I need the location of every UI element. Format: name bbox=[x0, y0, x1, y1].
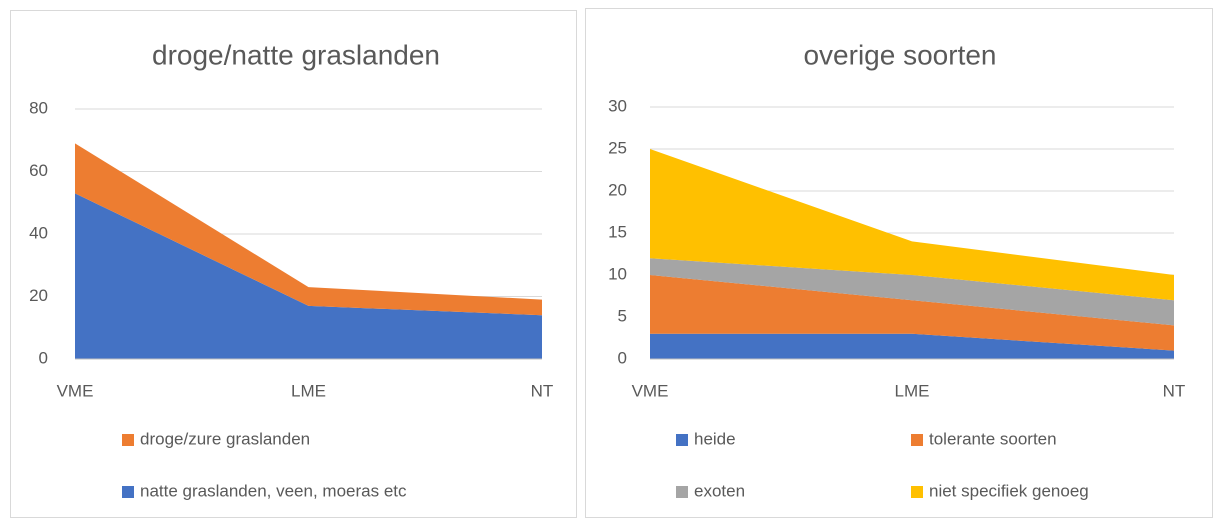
y-tick-label: 25 bbox=[608, 138, 627, 157]
legend-label: tolerante soorten bbox=[929, 429, 1057, 448]
legend-swatch bbox=[911, 486, 923, 498]
legend-swatch bbox=[122, 434, 134, 446]
legend-label: droge/zure graslanden bbox=[140, 429, 310, 448]
area bbox=[650, 275, 1174, 351]
y-tick-label: 60 bbox=[29, 161, 48, 180]
x-tick-label: LME bbox=[895, 381, 930, 400]
y-tick-label: 80 bbox=[29, 98, 48, 117]
x-tick-label: NT bbox=[531, 381, 554, 400]
legend-swatch bbox=[676, 434, 688, 446]
y-tick-label: 15 bbox=[608, 222, 627, 241]
y-tick-label: 20 bbox=[608, 180, 627, 199]
x-tick-label: VME bbox=[632, 381, 669, 400]
y-tick-label: 0 bbox=[39, 348, 48, 367]
y-tick-label: 30 bbox=[608, 96, 627, 115]
y-tick-label: 10 bbox=[608, 264, 627, 283]
x-tick-label: NT bbox=[1163, 381, 1186, 400]
legend-swatch bbox=[911, 434, 923, 446]
legend-label: heide bbox=[694, 429, 736, 448]
x-tick-label: VME bbox=[57, 381, 94, 400]
y-tick-label: 5 bbox=[618, 306, 627, 325]
area bbox=[75, 193, 542, 359]
y-tick-label: 0 bbox=[618, 348, 627, 367]
chart-title: overige soorten bbox=[803, 39, 996, 70]
legend-swatch bbox=[122, 486, 134, 498]
y-tick-label: 20 bbox=[29, 286, 48, 305]
legend-label: exoten bbox=[694, 481, 745, 500]
legend-label: niet specifiek genoeg bbox=[929, 481, 1089, 500]
legend-label: natte graslanden, veen, moeras etc bbox=[140, 481, 407, 500]
chart-title: droge/natte graslanden bbox=[152, 39, 440, 70]
area bbox=[650, 258, 1174, 326]
legend-swatch bbox=[676, 486, 688, 498]
area bbox=[650, 149, 1174, 301]
y-tick-label: 40 bbox=[29, 223, 48, 242]
area bbox=[650, 333, 1174, 359]
area bbox=[75, 143, 542, 316]
x-tick-label: LME bbox=[291, 381, 326, 400]
